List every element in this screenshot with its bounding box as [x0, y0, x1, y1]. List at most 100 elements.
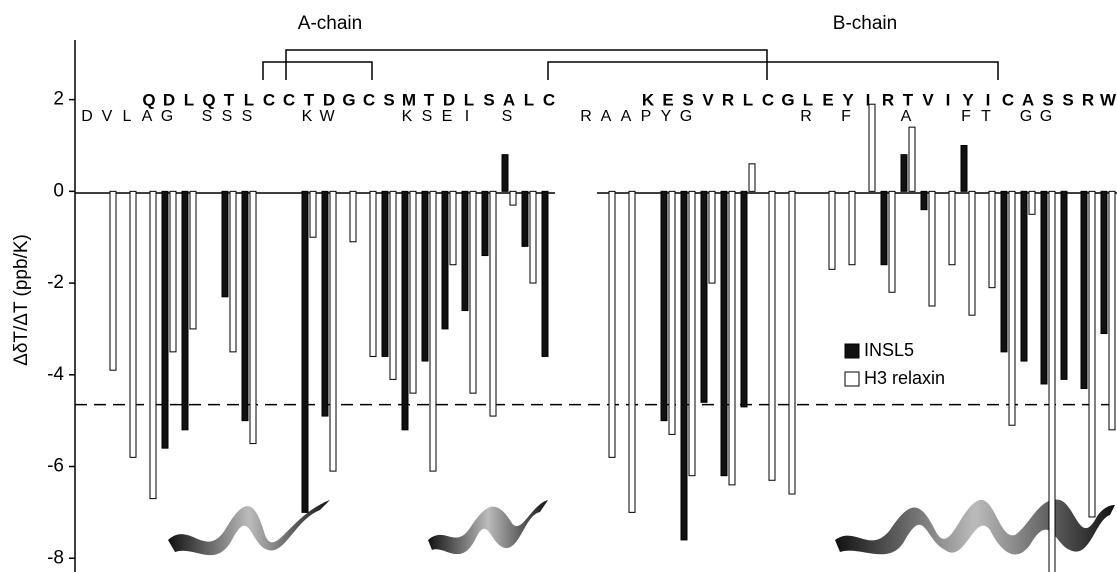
h3-residue: S: [202, 108, 213, 125]
insl5-residue: E: [822, 90, 833, 109]
bar: [868, 103, 876, 192]
bar: [888, 190, 896, 293]
bar: [968, 190, 976, 316]
bar: [900, 154, 908, 192]
insl5-residue: G: [342, 90, 355, 109]
bar: [241, 190, 249, 422]
insl5-residue: V: [922, 90, 934, 109]
bar: [828, 190, 836, 270]
y-tick-label: 0: [53, 180, 64, 201]
insl5-residue: L: [803, 90, 813, 109]
h3-residue: S: [242, 108, 253, 125]
insl5-residue: T: [224, 90, 235, 109]
h3-residue: F: [841, 108, 851, 125]
insl5-residue: I: [866, 90, 871, 109]
insl5-residue: S: [1062, 90, 1073, 109]
chain-title: A-chain: [298, 13, 362, 34]
insl5-residue: R: [1082, 90, 1094, 109]
legend-label: INSL5: [864, 340, 914, 360]
h3-residue: G: [1040, 108, 1052, 125]
insl5-residue: R: [882, 90, 894, 109]
bar: [608, 190, 616, 458]
insl5-residue: Q: [202, 90, 215, 109]
h3-residue: A: [621, 108, 632, 125]
bar: [541, 190, 549, 357]
insl5-residue: I: [946, 90, 951, 109]
bar: [1088, 190, 1096, 518]
bar: [948, 190, 956, 266]
insl5-residue: Q: [142, 90, 155, 109]
bar: [429, 190, 437, 472]
bar: [469, 190, 477, 394]
bar: [1100, 190, 1108, 335]
insl5-residue: C: [1002, 90, 1014, 109]
insl5-residue: S: [682, 90, 693, 109]
bar: [321, 190, 329, 417]
y-tick-label: -4: [47, 364, 64, 385]
h3-residue: I: [465, 108, 469, 125]
bar: [369, 190, 377, 357]
h3-residue: G: [680, 108, 692, 125]
legend-swatch: [844, 371, 860, 387]
h3-residue: A: [601, 108, 612, 125]
insl5-residue: L: [464, 90, 474, 109]
bar: [768, 190, 776, 481]
h3-residue: T: [981, 108, 991, 125]
h3-residue: D: [81, 108, 93, 125]
h3-residue: K: [302, 108, 313, 125]
bar: [441, 190, 449, 330]
bar: [680, 190, 688, 541]
bar: [920, 190, 928, 211]
y-tick-label: 2: [53, 89, 64, 110]
insl5-residue: T: [304, 90, 315, 109]
bar: [249, 190, 257, 445]
insl5-residue: A: [1022, 90, 1034, 109]
bar: [1028, 190, 1036, 215]
bar: [660, 190, 668, 422]
bar: [1040, 190, 1048, 385]
insl5-residue: R: [722, 90, 734, 109]
bar: [880, 190, 888, 266]
bar: [301, 190, 309, 513]
h3-residue: K: [402, 108, 413, 125]
bar: [1080, 190, 1088, 390]
h3-residue: S: [422, 108, 433, 125]
insl5-residue: A: [503, 90, 515, 109]
insl5-residue: C: [363, 90, 375, 109]
insl5-residue: D: [443, 90, 455, 109]
insl5-residue: D: [163, 90, 175, 109]
insl5-residue: S: [483, 90, 494, 109]
bar: [481, 190, 489, 257]
chain-title: B-chain: [833, 13, 897, 34]
bar: [329, 190, 337, 472]
insl5-residue: L: [184, 90, 194, 109]
insl5-residue: Y: [962, 90, 974, 109]
bar: [960, 144, 968, 192]
h3-residue: A: [901, 108, 912, 125]
h3-residue: A: [142, 108, 153, 125]
insl5-residue: I: [986, 90, 991, 109]
bar: [309, 190, 317, 238]
h3-residue: L: [123, 108, 132, 125]
insl5-residue: L: [244, 90, 254, 109]
bar: [720, 190, 728, 477]
insl5-residue: C: [762, 90, 774, 109]
y-tick-label: -2: [47, 272, 64, 293]
insl5-residue: S: [1042, 90, 1053, 109]
bar: [401, 190, 409, 431]
bar: [181, 190, 189, 431]
h3-residue: S: [502, 108, 513, 125]
bar: [501, 154, 509, 192]
insl5-residue: E: [662, 90, 673, 109]
bar: [221, 190, 229, 298]
bar: [449, 190, 457, 266]
bar: [189, 190, 197, 330]
legend-swatch: [844, 343, 860, 359]
bar: [728, 190, 736, 486]
bar: [349, 190, 357, 243]
h3-residue: P: [641, 108, 652, 125]
insl5-residue: W: [1100, 90, 1117, 109]
bar: [748, 163, 756, 192]
bar: [169, 190, 177, 353]
bar: [381, 190, 389, 357]
